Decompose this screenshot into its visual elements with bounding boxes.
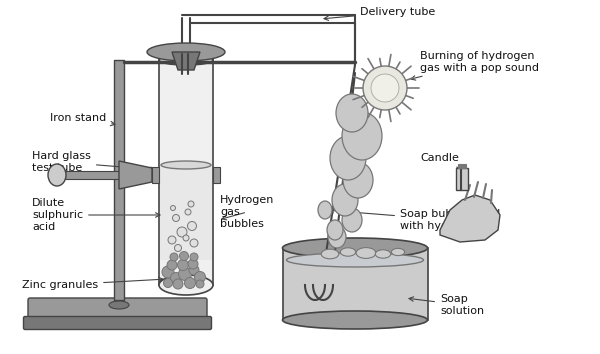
Circle shape [179, 251, 188, 261]
Text: Soap
solution: Soap solution [409, 294, 484, 316]
Circle shape [167, 260, 177, 270]
Circle shape [194, 272, 205, 282]
Circle shape [185, 278, 196, 289]
Circle shape [170, 206, 176, 211]
Ellipse shape [376, 250, 391, 258]
Circle shape [168, 236, 176, 244]
Ellipse shape [318, 201, 332, 219]
Polygon shape [440, 195, 500, 242]
Circle shape [177, 227, 187, 237]
Circle shape [175, 245, 182, 251]
Polygon shape [119, 161, 152, 189]
Ellipse shape [283, 238, 427, 258]
Ellipse shape [48, 164, 66, 186]
Ellipse shape [342, 112, 382, 160]
Text: Hard glass
test tube: Hard glass test tube [32, 151, 155, 173]
Circle shape [179, 268, 191, 280]
Ellipse shape [321, 249, 339, 259]
Circle shape [188, 259, 198, 269]
Ellipse shape [340, 248, 356, 256]
Circle shape [189, 265, 199, 275]
Ellipse shape [328, 226, 346, 248]
Circle shape [170, 253, 178, 261]
Circle shape [178, 259, 188, 270]
Ellipse shape [336, 94, 368, 132]
Ellipse shape [287, 253, 424, 267]
Bar [159, 60, 213, 285]
Circle shape [183, 235, 189, 241]
Circle shape [173, 215, 179, 222]
Bar [458, 164, 466, 168]
Ellipse shape [356, 247, 376, 258]
Bar [65, 171, 119, 179]
Text: Dilute
sulphuric
acid: Dilute sulphuric acid [32, 198, 160, 232]
Ellipse shape [159, 275, 213, 295]
Ellipse shape [161, 161, 211, 169]
Circle shape [187, 222, 197, 230]
Ellipse shape [391, 249, 404, 256]
FancyBboxPatch shape [28, 298, 207, 320]
Circle shape [173, 279, 183, 289]
Ellipse shape [330, 136, 366, 180]
Text: Zinc granules: Zinc granules [22, 277, 163, 290]
Circle shape [190, 239, 198, 247]
Circle shape [185, 209, 191, 215]
Text: Burning of hydrogen
gas with a pop sound: Burning of hydrogen gas with a pop sound [411, 51, 539, 80]
Text: Iron stand: Iron stand [50, 113, 115, 126]
Ellipse shape [159, 55, 213, 65]
Text: Hydrogen
gas
bubbles: Hydrogen gas bubbles [220, 195, 274, 229]
Text: Soap bubble filled
with hydrogen: Soap bubble filled with hydrogen [329, 209, 500, 231]
Bar [160, 165, 212, 260]
Ellipse shape [283, 311, 427, 329]
Text: Delivery tube: Delivery tube [324, 7, 435, 21]
FancyBboxPatch shape [23, 316, 212, 330]
Bar [114, 60, 124, 300]
Text: Candle: Candle [420, 153, 464, 171]
Bar [152, 167, 159, 183]
Ellipse shape [327, 220, 343, 240]
Circle shape [371, 74, 399, 102]
Circle shape [190, 253, 198, 261]
Circle shape [162, 266, 174, 278]
Bar [456, 168, 468, 190]
Ellipse shape [147, 43, 225, 61]
Bar [283, 248, 427, 320]
Circle shape [196, 280, 204, 288]
Ellipse shape [109, 301, 129, 309]
Bar [213, 167, 220, 183]
Ellipse shape [332, 184, 358, 216]
Polygon shape [172, 52, 200, 70]
Circle shape [163, 279, 173, 287]
Ellipse shape [343, 162, 373, 198]
Circle shape [170, 273, 182, 284]
Circle shape [363, 66, 407, 110]
Ellipse shape [342, 208, 362, 232]
Circle shape [188, 201, 194, 207]
